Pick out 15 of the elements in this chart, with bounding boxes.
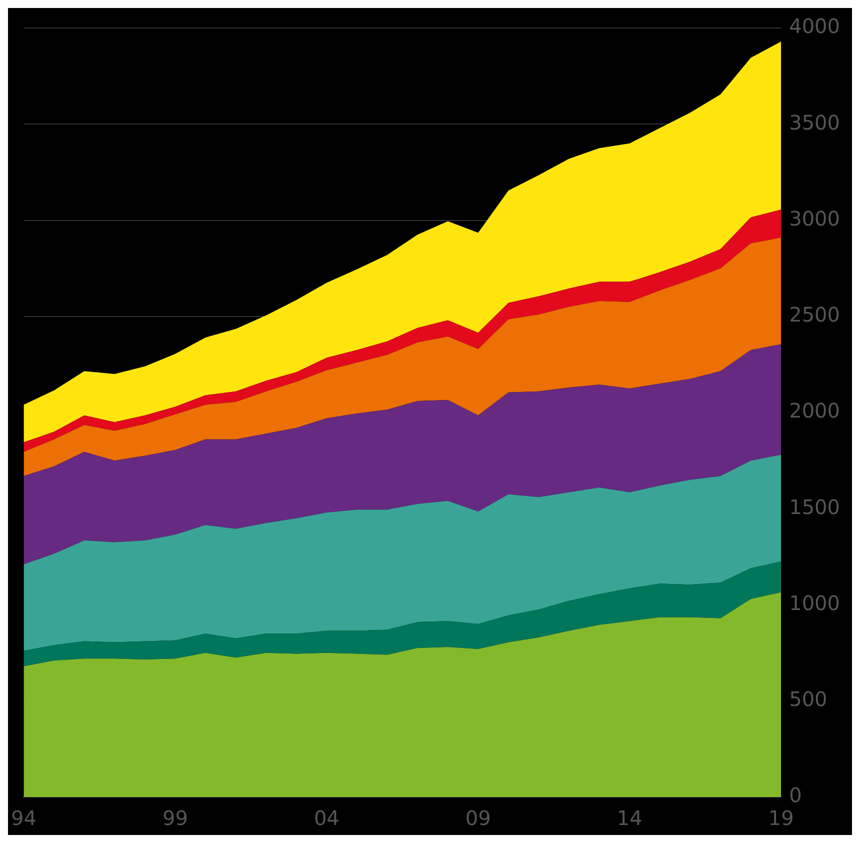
- x-tick-label: 94: [11, 806, 36, 830]
- y-tick-label: 3000: [789, 206, 840, 230]
- x-tick-label: 04: [314, 806, 340, 830]
- x-tick-label: 14: [616, 806, 642, 830]
- x-tick-label: 19: [768, 806, 794, 830]
- y-tick-label: 4000: [789, 14, 840, 38]
- x-tick-label: 09: [465, 806, 491, 830]
- x-tick-label: 99: [162, 806, 188, 830]
- y-tick-label: 3500: [789, 110, 840, 134]
- y-tick-label: 2000: [789, 398, 840, 423]
- y-tick-label: 2500: [789, 302, 840, 327]
- y-tick-label: 500: [789, 687, 828, 712]
- y-tick-label: 1500: [789, 494, 840, 519]
- y-tick-label: 1000: [789, 590, 840, 615]
- y-tick-label: 0: [789, 783, 802, 808]
